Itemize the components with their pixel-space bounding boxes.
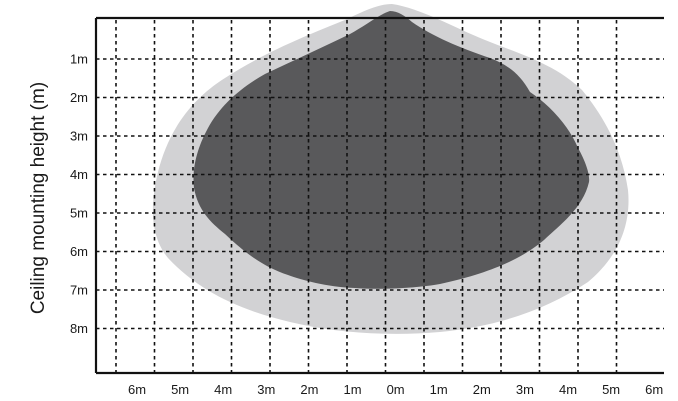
x-tick-labels: 6m 5m 4m 3m 2m 1m 0m 1m 2m 3m 4m 5m 6m bbox=[128, 382, 663, 397]
grid bbox=[96, 20, 664, 373]
x-tick-label: 1m bbox=[343, 382, 361, 397]
x-tick-label: 4m bbox=[559, 382, 577, 397]
x-tick-label: 3m bbox=[257, 382, 275, 397]
x-tick-label: 2m bbox=[473, 382, 491, 397]
x-tick-label: 3m bbox=[516, 382, 534, 397]
axes bbox=[94, 16, 664, 375]
x-tick-label: 0m bbox=[387, 382, 405, 397]
y-tick-label: 6m bbox=[70, 244, 88, 259]
y-tick-label: 2m bbox=[70, 90, 88, 105]
inner-detection-zone bbox=[193, 11, 590, 289]
y-tick-label: 7m bbox=[70, 283, 88, 298]
y-tick-label: 3m bbox=[70, 129, 88, 144]
y-tick-label: 8m bbox=[70, 321, 88, 336]
x-tick-label: 6m bbox=[128, 382, 146, 397]
x-tick-label: 2m bbox=[300, 382, 318, 397]
x-tick-label: 5m bbox=[171, 382, 189, 397]
x-tick-label: 6m bbox=[645, 382, 663, 397]
y-tick-label: 1m bbox=[70, 52, 88, 67]
detection-zones bbox=[152, 4, 629, 334]
x-tick-label: 4m bbox=[214, 382, 232, 397]
y-axis-title: Ceiling mounting height (m) bbox=[28, 82, 49, 314]
x-tick-label: 1m bbox=[430, 382, 448, 397]
y-tick-labels: 1m 2m 3m 4m 5m 6m 7m 8m bbox=[70, 52, 88, 337]
y-tick-label: 4m bbox=[70, 167, 88, 182]
x-tick-label: 5m bbox=[602, 382, 620, 397]
y-tick-label: 5m bbox=[70, 206, 88, 221]
